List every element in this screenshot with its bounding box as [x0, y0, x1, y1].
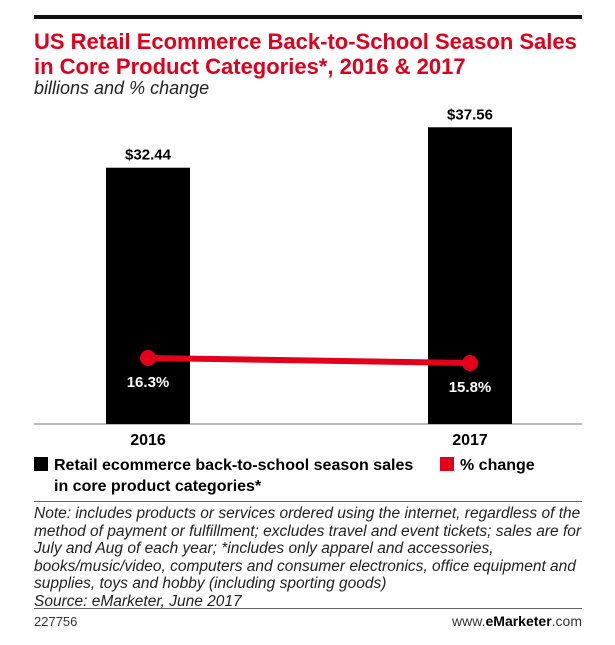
- note-divider: [34, 501, 582, 502]
- brand-name: eMarketer: [485, 613, 552, 629]
- bar-value-label-2016: $32.44: [125, 147, 172, 164]
- line-change: [145, 355, 473, 366]
- chart-area: $32.44 2016 $37.56 2017 16.3% 15.8%: [34, 106, 582, 449]
- source-text: Source: eMarketer, June 2017: [34, 592, 242, 610]
- line-point-2016: [140, 350, 156, 366]
- legend-item-sales: Retail ecommerce back-to-school season s…: [34, 455, 414, 497]
- brand-prefix: www.: [452, 613, 486, 629]
- bar-2017: [428, 127, 512, 424]
- legend-item-change: % change: [440, 455, 600, 476]
- x-tick-label-2017: 2017: [452, 432, 488, 449]
- x-tick-label-2016: 2016: [130, 432, 166, 449]
- bar-value-label-2017: $37.56: [447, 106, 493, 123]
- footer-divider: [34, 608, 582, 609]
- brand-suffix: .com: [551, 613, 582, 629]
- chart-subtitle: billions and % change: [34, 78, 210, 98]
- line-value-label-2016: 16.3%: [127, 374, 170, 391]
- bar-2016: [106, 167, 190, 424]
- legend-swatch-change: [440, 457, 454, 471]
- legend-swatch-sales: [34, 457, 48, 471]
- line-point-2017: [462, 355, 478, 371]
- top-rule: [34, 15, 582, 19]
- chart-id: 227756: [34, 614, 78, 629]
- line-value-label-2017: 15.8%: [449, 379, 492, 396]
- brand-link[interactable]: www.eMarketer.com: [452, 613, 582, 629]
- legend-label-sales: Retail ecommerce back-to-school season s…: [54, 457, 414, 495]
- footnote-text: Note: includes products or services orde…: [34, 505, 582, 592]
- legend-label-change: % change: [460, 457, 535, 474]
- footnote: Note: includes products or services orde…: [34, 505, 594, 610]
- chart-title: US Retail Ecommerce Back-to-School Seaso…: [34, 29, 577, 79]
